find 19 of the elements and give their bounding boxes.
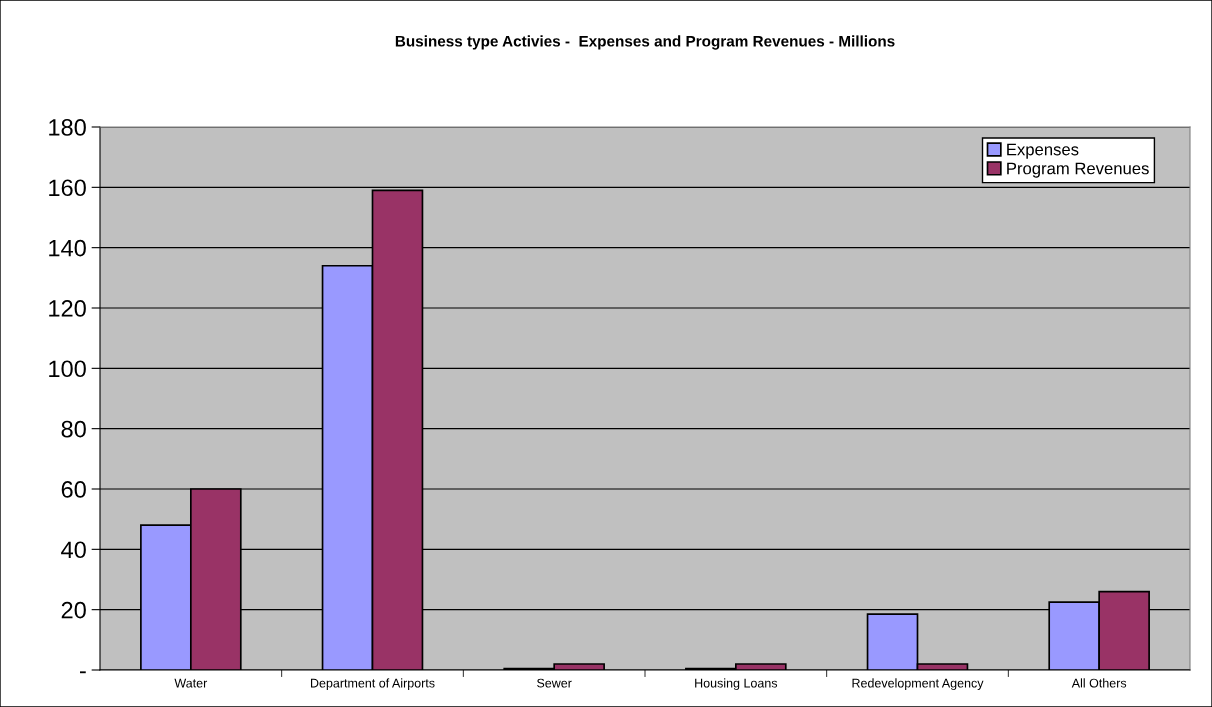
y-tick-label: 120 [49, 300, 86, 317]
y-tick-label: 180 [49, 119, 86, 136]
x-tick-label: Housing Loans [695, 678, 778, 690]
y-tick-label: 100 [49, 360, 86, 378]
x-tick-label: Sewer [537, 678, 572, 688]
y-tick-label: 140 [49, 239, 86, 257]
y-tick-label: 80 [61, 420, 86, 438]
legend-label: Program Revenues [1007, 162, 1149, 178]
y-tick-label: 60 [61, 481, 86, 498]
chart-title: Business type Activies - Expenses and Program Revenues - Millions [395, 35, 895, 50]
x-tick-label: Department of Airports [311, 678, 435, 690]
x-tick-label: Water [174, 678, 208, 688]
legend-label: Expenses [1007, 143, 1079, 159]
y-tick-label: - [79, 671, 86, 674]
x-tick-label: Redevelopment Agency [852, 678, 984, 690]
y-tick-label: 160 [49, 179, 86, 197]
y-tick-label: 40 [61, 541, 86, 559]
y-tick-label: 20 [61, 601, 86, 619]
x-tick-label: All Others [1071, 678, 1127, 688]
